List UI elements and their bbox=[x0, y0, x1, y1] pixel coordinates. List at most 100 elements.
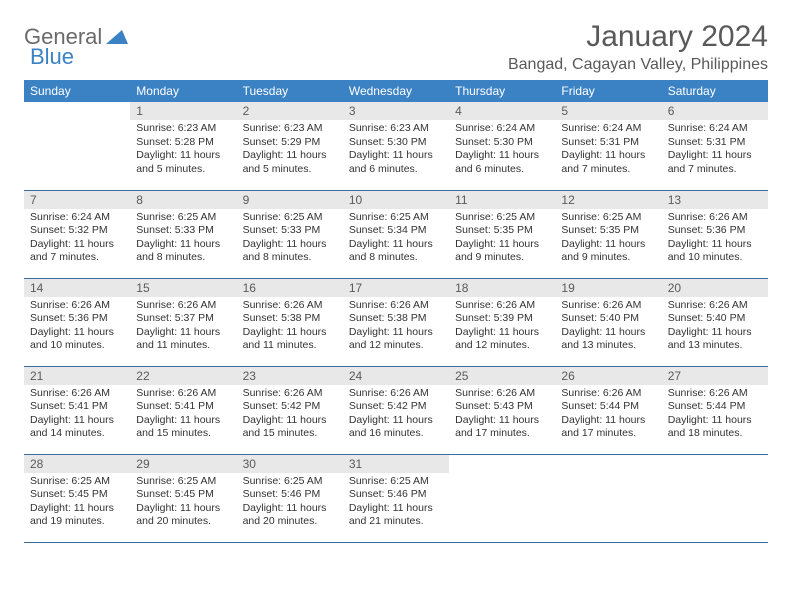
calendar-table: Sunday Monday Tuesday Wednesday Thursday… bbox=[24, 80, 768, 543]
day-number: 22 bbox=[130, 367, 236, 385]
calendar-day-cell: .. bbox=[24, 102, 130, 190]
day-info: Sunrise: 6:24 AMSunset: 5:30 PMDaylight:… bbox=[449, 120, 555, 181]
day-info: Sunrise: 6:23 AMSunset: 5:28 PMDaylight:… bbox=[130, 120, 236, 181]
weekday-header: Friday bbox=[555, 80, 661, 102]
day-info: Sunrise: 6:26 AMSunset: 5:44 PMDaylight:… bbox=[555, 385, 661, 446]
calendar-day-cell: 14Sunrise: 6:26 AMSunset: 5:36 PMDayligh… bbox=[24, 278, 130, 366]
calendar-day-cell: .. bbox=[662, 454, 768, 542]
calendar-day-cell: 18Sunrise: 6:26 AMSunset: 5:39 PMDayligh… bbox=[449, 278, 555, 366]
calendar-day-cell: 7Sunrise: 6:24 AMSunset: 5:32 PMDaylight… bbox=[24, 190, 130, 278]
day-info: Sunrise: 6:26 AMSunset: 5:36 PMDaylight:… bbox=[24, 297, 130, 358]
calendar-body: ..1Sunrise: 6:23 AMSunset: 5:28 PMDaylig… bbox=[24, 102, 768, 542]
calendar-day-cell: 25Sunrise: 6:26 AMSunset: 5:43 PMDayligh… bbox=[449, 366, 555, 454]
day-info: Sunrise: 6:24 AMSunset: 5:32 PMDaylight:… bbox=[24, 209, 130, 270]
weekday-header: Wednesday bbox=[343, 80, 449, 102]
day-number: 3 bbox=[343, 102, 449, 120]
day-number: 14 bbox=[24, 279, 130, 297]
weekday-header-row: Sunday Monday Tuesday Wednesday Thursday… bbox=[24, 80, 768, 102]
day-number: 16 bbox=[237, 279, 343, 297]
day-number: 15 bbox=[130, 279, 236, 297]
calendar-day-cell: 8Sunrise: 6:25 AMSunset: 5:33 PMDaylight… bbox=[130, 190, 236, 278]
day-info: Sunrise: 6:26 AMSunset: 5:44 PMDaylight:… bbox=[662, 385, 768, 446]
day-number: 7 bbox=[24, 191, 130, 209]
weekday-header: Thursday bbox=[449, 80, 555, 102]
calendar-day-cell: 17Sunrise: 6:26 AMSunset: 5:38 PMDayligh… bbox=[343, 278, 449, 366]
page-title: January 2024 bbox=[508, 20, 768, 54]
calendar-day-cell: 22Sunrise: 6:26 AMSunset: 5:41 PMDayligh… bbox=[130, 366, 236, 454]
day-number: 5 bbox=[555, 102, 661, 120]
day-number: 30 bbox=[237, 455, 343, 473]
day-info: Sunrise: 6:26 AMSunset: 5:41 PMDaylight:… bbox=[24, 385, 130, 446]
day-info: Sunrise: 6:25 AMSunset: 5:45 PMDaylight:… bbox=[24, 473, 130, 534]
day-info: Sunrise: 6:26 AMSunset: 5:38 PMDaylight:… bbox=[237, 297, 343, 358]
calendar-day-cell: 10Sunrise: 6:25 AMSunset: 5:34 PMDayligh… bbox=[343, 190, 449, 278]
calendar-day-cell: 31Sunrise: 6:25 AMSunset: 5:46 PMDayligh… bbox=[343, 454, 449, 542]
calendar-day-cell: 21Sunrise: 6:26 AMSunset: 5:41 PMDayligh… bbox=[24, 366, 130, 454]
day-info: Sunrise: 6:25 AMSunset: 5:46 PMDaylight:… bbox=[237, 473, 343, 534]
calendar-day-cell: 9Sunrise: 6:25 AMSunset: 5:33 PMDaylight… bbox=[237, 190, 343, 278]
day-number: 20 bbox=[662, 279, 768, 297]
day-info: Sunrise: 6:26 AMSunset: 5:42 PMDaylight:… bbox=[343, 385, 449, 446]
calendar-day-cell: 24Sunrise: 6:26 AMSunset: 5:42 PMDayligh… bbox=[343, 366, 449, 454]
day-info: Sunrise: 6:26 AMSunset: 5:40 PMDaylight:… bbox=[662, 297, 768, 358]
day-info: Sunrise: 6:23 AMSunset: 5:30 PMDaylight:… bbox=[343, 120, 449, 181]
day-number: 12 bbox=[555, 191, 661, 209]
day-number: 4 bbox=[449, 102, 555, 120]
calendar-day-cell: 27Sunrise: 6:26 AMSunset: 5:44 PMDayligh… bbox=[662, 366, 768, 454]
calendar-day-cell: 5Sunrise: 6:24 AMSunset: 5:31 PMDaylight… bbox=[555, 102, 661, 190]
day-number: 17 bbox=[343, 279, 449, 297]
day-number: 2 bbox=[237, 102, 343, 120]
weekday-header: Monday bbox=[130, 80, 236, 102]
calendar-day-cell: 26Sunrise: 6:26 AMSunset: 5:44 PMDayligh… bbox=[555, 366, 661, 454]
day-info: Sunrise: 6:26 AMSunset: 5:38 PMDaylight:… bbox=[343, 297, 449, 358]
day-info: Sunrise: 6:24 AMSunset: 5:31 PMDaylight:… bbox=[555, 120, 661, 181]
day-number: 13 bbox=[662, 191, 768, 209]
day-info: Sunrise: 6:25 AMSunset: 5:34 PMDaylight:… bbox=[343, 209, 449, 270]
calendar-week-row: 14Sunrise: 6:26 AMSunset: 5:36 PMDayligh… bbox=[24, 278, 768, 366]
calendar-day-cell: 28Sunrise: 6:25 AMSunset: 5:45 PMDayligh… bbox=[24, 454, 130, 542]
day-info: Sunrise: 6:26 AMSunset: 5:40 PMDaylight:… bbox=[555, 297, 661, 358]
day-info: Sunrise: 6:25 AMSunset: 5:35 PMDaylight:… bbox=[555, 209, 661, 270]
title-block: January 2024 Bangad, Cagayan Valley, Phi… bbox=[508, 20, 768, 74]
day-info: Sunrise: 6:26 AMSunset: 5:43 PMDaylight:… bbox=[449, 385, 555, 446]
calendar-day-cell: 2Sunrise: 6:23 AMSunset: 5:29 PMDaylight… bbox=[237, 102, 343, 190]
calendar-day-cell: .. bbox=[555, 454, 661, 542]
calendar-week-row: 7Sunrise: 6:24 AMSunset: 5:32 PMDaylight… bbox=[24, 190, 768, 278]
day-number: 23 bbox=[237, 367, 343, 385]
logo-text-blue: Blue bbox=[30, 44, 74, 70]
weekday-header: Tuesday bbox=[237, 80, 343, 102]
calendar-day-cell: 3Sunrise: 6:23 AMSunset: 5:30 PMDaylight… bbox=[343, 102, 449, 190]
day-number: 10 bbox=[343, 191, 449, 209]
day-info: Sunrise: 6:25 AMSunset: 5:35 PMDaylight:… bbox=[449, 209, 555, 270]
day-number: 8 bbox=[130, 191, 236, 209]
day-number: 21 bbox=[24, 367, 130, 385]
day-number: 9 bbox=[237, 191, 343, 209]
calendar-day-cell: 6Sunrise: 6:24 AMSunset: 5:31 PMDaylight… bbox=[662, 102, 768, 190]
day-number: 19 bbox=[555, 279, 661, 297]
header: General January 2024 Bangad, Cagayan Val… bbox=[24, 20, 768, 74]
calendar-day-cell: 30Sunrise: 6:25 AMSunset: 5:46 PMDayligh… bbox=[237, 454, 343, 542]
calendar-day-cell: 4Sunrise: 6:24 AMSunset: 5:30 PMDaylight… bbox=[449, 102, 555, 190]
calendar-day-cell: 23Sunrise: 6:26 AMSunset: 5:42 PMDayligh… bbox=[237, 366, 343, 454]
triangle-icon bbox=[106, 26, 128, 49]
day-info: Sunrise: 6:26 AMSunset: 5:41 PMDaylight:… bbox=[130, 385, 236, 446]
day-info: Sunrise: 6:25 AMSunset: 5:33 PMDaylight:… bbox=[130, 209, 236, 270]
calendar-week-row: 21Sunrise: 6:26 AMSunset: 5:41 PMDayligh… bbox=[24, 366, 768, 454]
calendar-day-cell: 13Sunrise: 6:26 AMSunset: 5:36 PMDayligh… bbox=[662, 190, 768, 278]
day-info: Sunrise: 6:26 AMSunset: 5:36 PMDaylight:… bbox=[662, 209, 768, 270]
day-number: 28 bbox=[24, 455, 130, 473]
day-number: 11 bbox=[449, 191, 555, 209]
calendar-day-cell: 11Sunrise: 6:25 AMSunset: 5:35 PMDayligh… bbox=[449, 190, 555, 278]
day-info: Sunrise: 6:23 AMSunset: 5:29 PMDaylight:… bbox=[237, 120, 343, 181]
day-info: Sunrise: 6:26 AMSunset: 5:42 PMDaylight:… bbox=[237, 385, 343, 446]
weekday-header: Saturday bbox=[662, 80, 768, 102]
day-number: 31 bbox=[343, 455, 449, 473]
calendar-day-cell: 29Sunrise: 6:25 AMSunset: 5:45 PMDayligh… bbox=[130, 454, 236, 542]
calendar-day-cell: 16Sunrise: 6:26 AMSunset: 5:38 PMDayligh… bbox=[237, 278, 343, 366]
calendar-day-cell: 12Sunrise: 6:25 AMSunset: 5:35 PMDayligh… bbox=[555, 190, 661, 278]
location-subtitle: Bangad, Cagayan Valley, Philippines bbox=[508, 56, 768, 74]
day-number: 27 bbox=[662, 367, 768, 385]
day-number: 26 bbox=[555, 367, 661, 385]
day-number: 24 bbox=[343, 367, 449, 385]
day-info: Sunrise: 6:26 AMSunset: 5:39 PMDaylight:… bbox=[449, 297, 555, 358]
